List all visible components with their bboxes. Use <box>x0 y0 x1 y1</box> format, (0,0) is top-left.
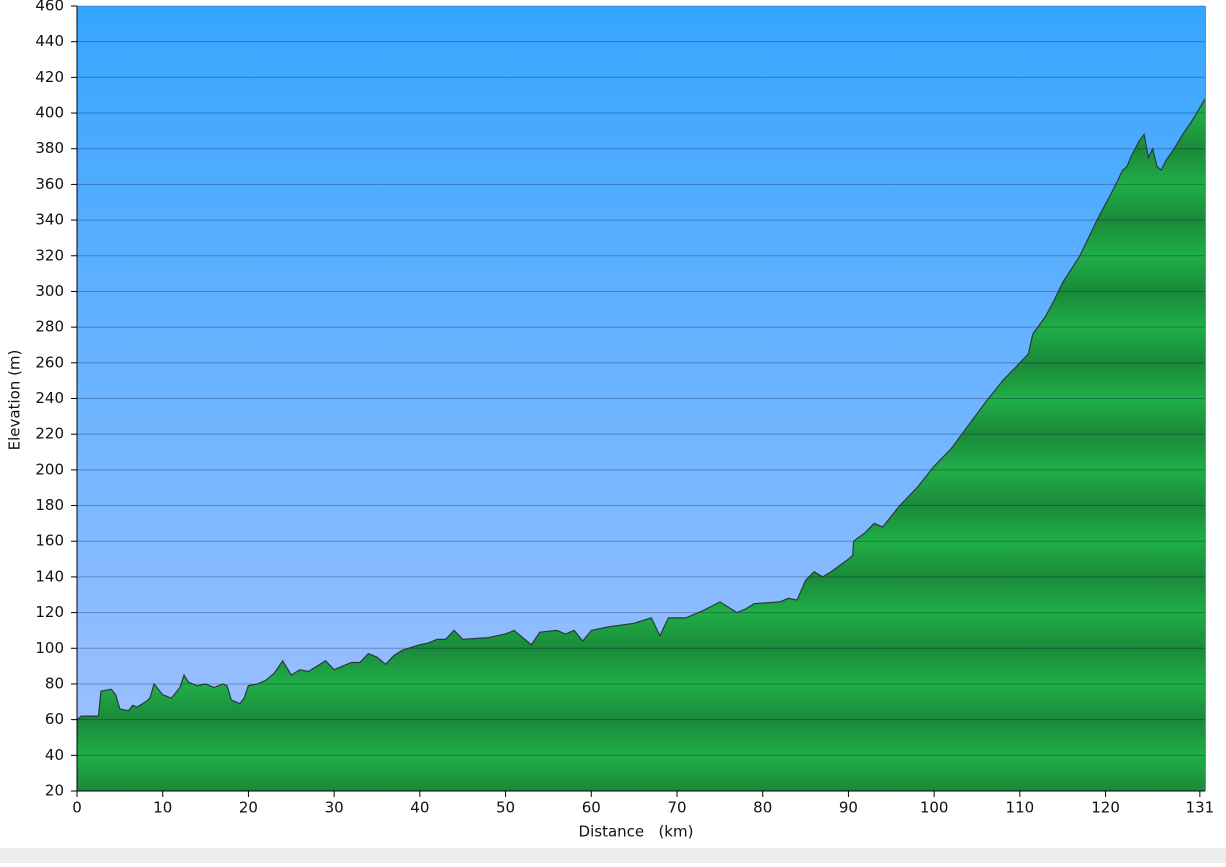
elevation-area <box>77 98 1205 792</box>
x-tick-label: 131 <box>1186 799 1215 817</box>
y-tick-label: 320 <box>35 246 64 264</box>
status-strip <box>0 848 1226 863</box>
y-tick-label: 120 <box>35 603 64 621</box>
y-tick-label: 300 <box>35 282 64 300</box>
x-tick-label: 20 <box>239 799 258 817</box>
y-tick-label: 260 <box>35 353 64 371</box>
y-tick-label: 280 <box>35 318 64 336</box>
x-tick-label: 0 <box>72 799 82 817</box>
y-tick-label: 100 <box>35 639 64 657</box>
x-tick-label: 90 <box>839 799 858 817</box>
y-tick-label: 20 <box>45 782 64 800</box>
x-tick-label: 110 <box>1006 799 1035 817</box>
y-tick-label: 180 <box>35 496 64 514</box>
y-tick-label: 420 <box>35 68 64 86</box>
x-tick-label: 40 <box>410 799 429 817</box>
y-tick-label: 200 <box>35 460 64 478</box>
y-tick-label: 460 <box>35 0 64 15</box>
y-tick-label: 220 <box>35 425 64 443</box>
x-tick-label: 60 <box>582 799 601 817</box>
x-tick-label: 120 <box>1091 799 1120 817</box>
y-tick-label: 240 <box>35 389 64 407</box>
y-tick-label: 360 <box>35 175 64 193</box>
y-tick-label: 80 <box>45 674 64 692</box>
x-tick-label: 10 <box>153 799 172 817</box>
x-tick-label: 80 <box>753 799 772 817</box>
x-tick-label: 50 <box>496 799 515 817</box>
y-tick-label: 160 <box>35 532 64 550</box>
x-tick-label: 70 <box>667 799 686 817</box>
x-tick-label: 30 <box>325 799 344 817</box>
elevation-line <box>76 98 1206 721</box>
y-tick-label: 380 <box>35 139 64 157</box>
y-tick-label: 40 <box>45 746 64 764</box>
y-axis-label: Elevation (m) <box>6 350 24 451</box>
y-tick-label: 400 <box>35 104 64 122</box>
x-tick-label: 100 <box>920 799 949 817</box>
y-tick-label: 340 <box>35 211 64 229</box>
y-tick-label: 440 <box>35 32 64 50</box>
y-tick-label: 60 <box>45 710 64 728</box>
y-tick-label: 140 <box>35 567 64 585</box>
x-axis-label: Distance (km) <box>579 823 694 841</box>
